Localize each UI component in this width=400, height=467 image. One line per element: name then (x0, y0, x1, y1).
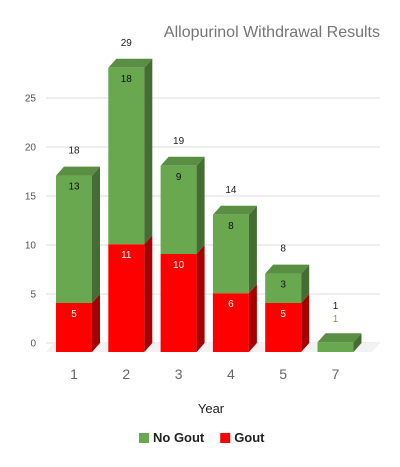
x-axis-ticks: 1 2 3 4 5 7 (70, 366, 340, 382)
bar-segment-side (196, 156, 205, 254)
bar-value-label: 5 (71, 309, 77, 320)
legend-swatch (139, 433, 149, 443)
legend: No Gout Gout (139, 430, 265, 445)
x-tick-label: 7 (332, 366, 340, 382)
x-tick-label: 5 (279, 366, 287, 382)
legend-label: Gout (234, 430, 265, 445)
y-tick-label: 10 (25, 241, 37, 252)
bar-value-label: 18 (121, 74, 133, 85)
bar-segment-front (265, 273, 302, 303)
bars: 51318111829109196814538011 (56, 38, 362, 354)
bar-segment-side (92, 294, 100, 352)
bar-segment-front (317, 342, 354, 352)
bar-segment-front (160, 165, 197, 254)
bar-value-label: 1 (333, 314, 339, 325)
x-tick-label: 3 (175, 366, 183, 382)
bar-segment-front (212, 214, 249, 294)
bar-total-label: 29 (121, 38, 133, 49)
bar-value-label: 13 (68, 182, 80, 193)
bar-segment-front (160, 254, 197, 352)
bar-stack: 011 (317, 301, 362, 354)
x-tick-label: 2 (122, 366, 130, 382)
bar-top-face (160, 156, 205, 166)
bar-segment-front (56, 175, 92, 303)
bar-segment-side (196, 245, 205, 352)
bar-value-label: 8 (228, 221, 234, 232)
bar-top-face (317, 333, 362, 343)
bar-total-label: 8 (280, 244, 286, 255)
bar-value-label: 10 (173, 260, 185, 271)
bar-value-label: 3 (280, 280, 286, 291)
bar-stack: 11 18 29 (108, 38, 153, 352)
bar-top-face (56, 166, 100, 176)
bar-segment-front (108, 67, 145, 245)
bar-segment-side (92, 166, 100, 303)
legend-label: No Gout (153, 430, 205, 445)
bar-segment-side (144, 235, 153, 352)
y-tick-label: 5 (30, 290, 36, 301)
bar-stack: 5 3 8 (265, 244, 310, 352)
bar-segment-side (353, 333, 362, 352)
y-tick-label: 0 (30, 339, 36, 350)
y-tick-label: 25 (25, 94, 37, 105)
bar-segment-side (301, 264, 310, 303)
x-tick-label: 4 (227, 366, 235, 382)
bar-segment-front (56, 303, 92, 352)
bar-total-label: 18 (68, 146, 80, 157)
bar-stack: 6 8 14 (212, 185, 257, 352)
legend-swatch (220, 433, 231, 443)
bar-stack: 5 13 18 (56, 146, 100, 352)
bar-top-face (108, 58, 153, 68)
y-tick-label: 20 (25, 143, 37, 154)
bar-stack: 10 9 19 (160, 136, 205, 352)
bar-segment-front (108, 244, 145, 352)
bar-value-label: 9 (176, 172, 182, 183)
bar-value-label: 11 (121, 250, 132, 261)
bar-segment-side (248, 205, 257, 294)
bar-segment-side (248, 284, 257, 352)
bar-segment-side (301, 294, 310, 352)
bar-total-label: 1 (333, 301, 339, 312)
bar-segment-side (144, 58, 153, 245)
bar-segment-front (212, 293, 249, 352)
bar-segment-front (265, 303, 302, 352)
x-axis-label: Year (198, 401, 225, 416)
bar-total-label: 14 (225, 185, 237, 196)
y-axis-ticks: 0 5 10 15 20 25 (25, 94, 37, 350)
chart-title: Allopurinol Withdrawal Results (164, 24, 380, 41)
bar-top-face (212, 205, 257, 215)
x-tick-label: 1 (70, 366, 78, 382)
bar-value-label: 5 (280, 309, 286, 320)
legend-item: No Gout (139, 430, 205, 445)
y-tick-label: 15 (25, 192, 37, 203)
bar-top-face (265, 264, 310, 274)
bar-value-label: 6 (228, 299, 234, 310)
legend-item: Gout (220, 430, 265, 445)
bar-total-label: 19 (173, 136, 185, 147)
